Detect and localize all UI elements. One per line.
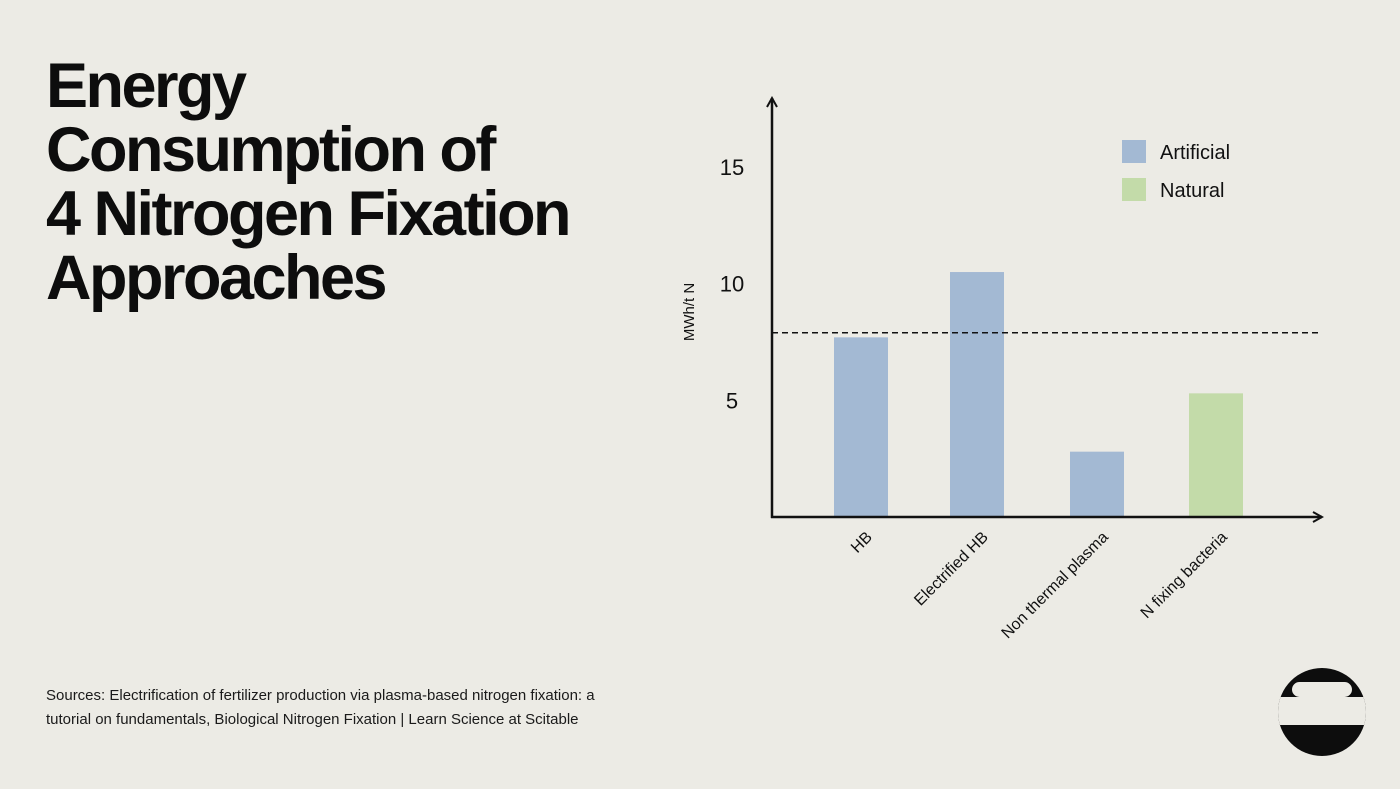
page-title: Energy Consumption of 4 Nitrogen Fixatio… xyxy=(46,54,686,310)
category-label: HB xyxy=(848,529,876,557)
y-tick-label: 15 xyxy=(720,155,744,180)
title-line: 4 Nitrogen Fixation xyxy=(46,179,572,249)
y-tick-label: 10 xyxy=(720,272,744,297)
category-label: Non thermal plasma xyxy=(999,529,1112,642)
sources-line: Sources: Electrification of fertilizer p… xyxy=(46,687,595,704)
y-tick-label: 5 xyxy=(726,388,738,413)
category-label: N fixing bacteria xyxy=(1138,529,1231,622)
bar xyxy=(834,337,888,517)
legend-label: Artificial xyxy=(1160,142,1230,164)
brand-logo xyxy=(1278,668,1366,756)
sources-line: tutorial on fundamentals, Biological Nit… xyxy=(46,711,579,728)
bar xyxy=(1189,393,1243,517)
legend-label: Natural xyxy=(1160,180,1224,202)
title-line: Approaches xyxy=(46,243,388,313)
legend-swatch xyxy=(1122,178,1146,201)
category-label: Electrified HB xyxy=(911,529,992,610)
bar xyxy=(950,272,1004,517)
title-line: Consumption of xyxy=(46,115,496,185)
title-line: Energy xyxy=(46,51,247,121)
legend-swatch xyxy=(1122,140,1146,163)
bar xyxy=(1070,451,1124,517)
y-axis-label: MWh/t N xyxy=(681,283,698,341)
sources-note: Sources: Electrification of fertilizer p… xyxy=(46,684,726,732)
